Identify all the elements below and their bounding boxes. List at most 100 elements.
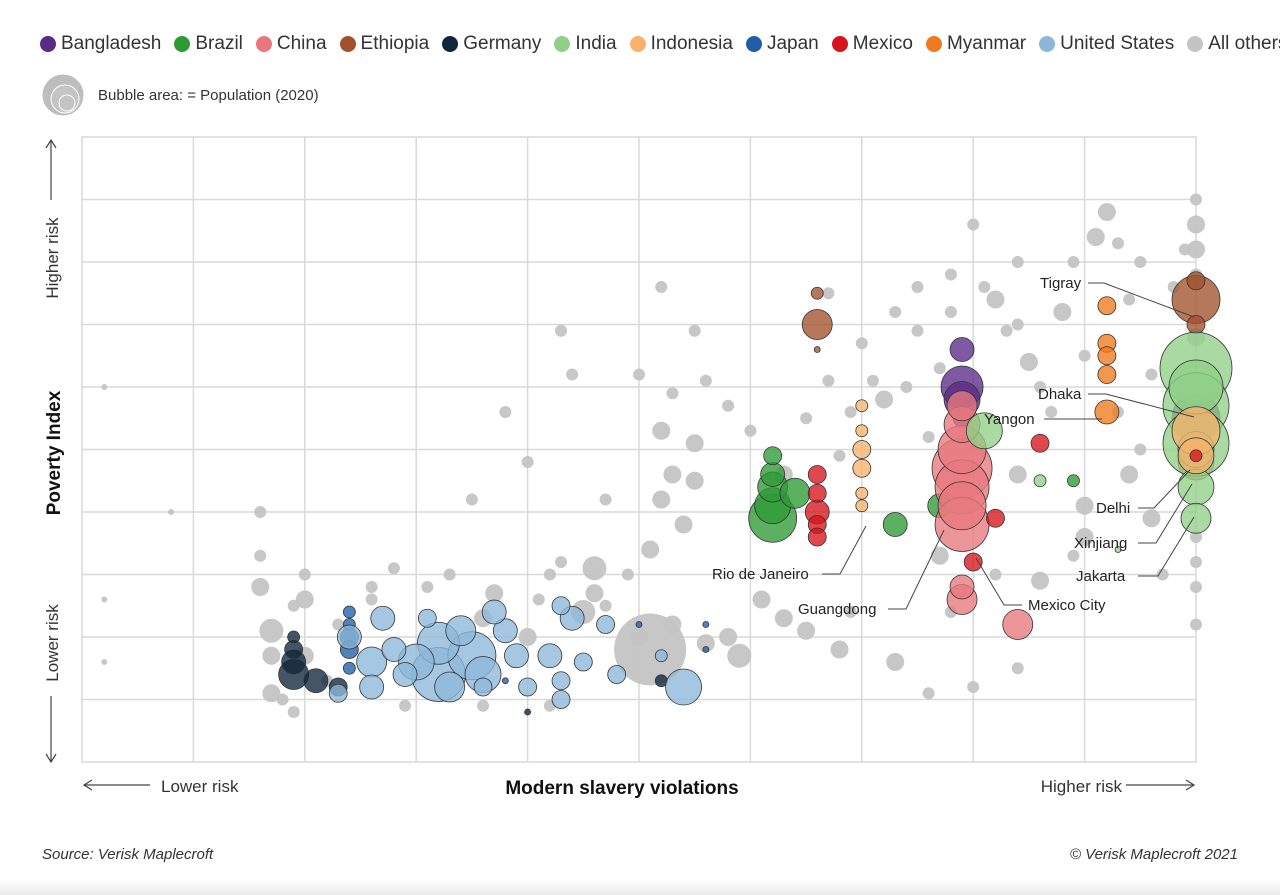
data-point	[551, 671, 571, 691]
data-point	[719, 628, 738, 646]
annotation-label: Yangon	[984, 411, 1035, 428]
data-point	[1186, 315, 1206, 334]
data-point	[937, 481, 987, 531]
data-point	[473, 677, 493, 697]
data-point	[702, 646, 710, 653]
data-point	[699, 374, 712, 387]
data-point	[1177, 468, 1215, 506]
legend-label: Bangladesh	[61, 33, 162, 54]
data-point	[1156, 568, 1169, 581]
data-point	[504, 643, 529, 669]
data-point	[1134, 256, 1147, 268]
data-point	[965, 412, 1003, 450]
data-point	[833, 449, 846, 462]
legend-swatch	[442, 36, 459, 52]
legend-label: Brazil	[195, 33, 243, 54]
annotation-leader	[1138, 516, 1195, 577]
data-point	[1011, 318, 1024, 331]
data-point	[666, 387, 679, 400]
data-point	[900, 381, 913, 393]
data-point	[342, 605, 356, 619]
data-point	[101, 384, 108, 390]
data-point	[1008, 465, 1027, 484]
data-point	[499, 406, 512, 418]
annotation-leader	[1138, 483, 1193, 544]
data-point	[641, 540, 660, 559]
data-point	[1000, 324, 1013, 337]
legend-swatch	[554, 36, 571, 52]
data-point	[652, 421, 671, 440]
data-point	[434, 671, 466, 703]
data-point	[1186, 271, 1206, 291]
data-point	[1097, 203, 1116, 221]
data-point	[599, 493, 612, 506]
data-point	[949, 337, 975, 362]
data-point	[1086, 228, 1105, 246]
data-point	[963, 552, 983, 572]
data-point	[1187, 215, 1205, 234]
annotation-label: Delhi	[1096, 500, 1130, 517]
y-axis-high-arrowhead	[45, 138, 57, 149]
bottom-shadow	[0, 880, 1280, 895]
data-point	[978, 281, 991, 293]
data-point	[1142, 509, 1161, 528]
data-point	[365, 581, 378, 593]
legend-swatch	[629, 36, 646, 52]
data-point	[481, 599, 507, 625]
data-point	[596, 615, 615, 634]
legend-swatch	[831, 36, 848, 52]
legend-swatch	[925, 36, 942, 52]
data-point	[630, 628, 648, 646]
data-point	[810, 286, 824, 300]
data-point	[986, 290, 1005, 309]
data-point	[1030, 433, 1050, 453]
data-point	[582, 556, 607, 581]
legend-item: Indonesia	[629, 33, 733, 55]
data-point	[1134, 443, 1147, 456]
legend-item: Bangladesh	[40, 33, 161, 55]
legend-item: Japan	[745, 33, 819, 55]
data-point	[573, 652, 593, 672]
data-point	[911, 281, 924, 293]
legend-label: Germany	[463, 33, 542, 54]
data-point	[251, 578, 270, 596]
annotation-leader	[1088, 282, 1195, 318]
data-point	[967, 218, 980, 231]
data-point	[254, 506, 267, 518]
data-point	[262, 646, 281, 665]
data-point	[342, 661, 356, 675]
data-point	[465, 493, 478, 506]
source-note: Source: Verisk Maplecroft	[42, 846, 214, 863]
data-point	[813, 346, 821, 353]
data-point	[875, 390, 894, 409]
annotation-leader	[1088, 393, 1195, 418]
data-point	[944, 268, 957, 281]
data-point	[889, 306, 902, 318]
legend-item: Ethiopia	[339, 33, 429, 55]
data-point	[674, 515, 693, 534]
annotation-leader	[1138, 469, 1191, 509]
legend-item: Myanmar	[925, 33, 1027, 55]
legend-label: Mexico	[852, 33, 913, 54]
data-point	[1034, 381, 1047, 393]
data-point	[696, 634, 715, 653]
legend-swatch	[339, 36, 356, 52]
data-point	[485, 584, 504, 603]
data-point	[607, 665, 627, 684]
data-point	[855, 399, 869, 413]
data-point	[421, 581, 434, 593]
annotation-label: Tigray	[1040, 275, 1082, 292]
data-point	[801, 309, 833, 340]
data-point	[555, 556, 568, 568]
data-point	[822, 374, 835, 387]
data-point	[101, 596, 108, 603]
y-axis-title: Poverty Index	[44, 390, 65, 515]
legend: Bangladesh Brazil China Ethiopia Germany Indi…	[40, 28, 1280, 60]
legend-label: Myanmar	[946, 33, 1027, 54]
data-point	[1053, 303, 1072, 321]
copyright-note: © Verisk Maplecroft 2021	[1069, 846, 1238, 863]
data-point	[800, 412, 813, 425]
data-point	[852, 458, 872, 478]
annotation-label: Mexico City	[1028, 597, 1106, 614]
